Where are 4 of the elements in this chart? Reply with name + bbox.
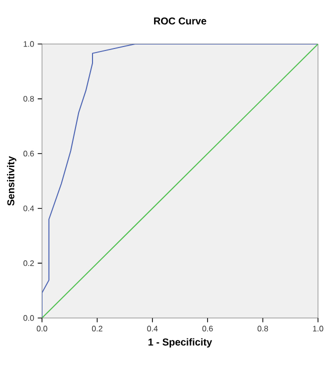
y-axis-title: Sensitivity — [7, 156, 16, 206]
line-series — [42, 44, 318, 318]
chart-title: ROC Curve — [154, 17, 206, 24]
x-axis-title: 1 - Specificity — [148, 338, 212, 348]
